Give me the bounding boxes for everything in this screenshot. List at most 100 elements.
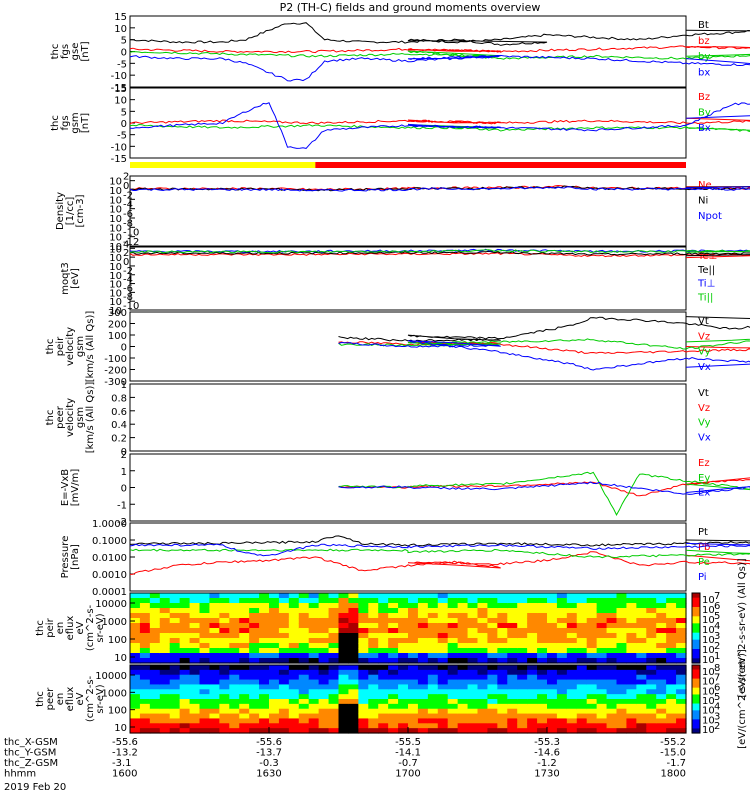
spectrogram-cell — [477, 638, 489, 644]
spectrogram-cell — [219, 623, 230, 629]
spectrogram-cell — [556, 643, 568, 649]
spectrogram-cell — [636, 718, 647, 724]
spectrogram-cell — [189, 665, 201, 671]
spectrogram-cell — [566, 703, 578, 710]
spectrogram-cell — [189, 713, 201, 720]
spectrogram-cell — [139, 648, 151, 654]
y-axis-label-line: thc — [50, 44, 61, 60]
y-tick-label: -2 — [117, 517, 127, 528]
spectrogram-cell — [219, 728, 230, 734]
spectrogram-cell — [576, 699, 588, 705]
spectrogram-cell — [576, 689, 588, 695]
spectrogram-cell — [338, 623, 350, 629]
y-tick-label: 1000 — [102, 617, 127, 628]
ephem-row-label: hhmm — [4, 769, 36, 780]
spectrogram-cell — [130, 598, 141, 604]
spectrogram-cell — [328, 665, 340, 671]
spectrogram-cell — [477, 684, 489, 690]
spectrogram-cell — [636, 689, 647, 695]
spectrogram-cell — [179, 608, 191, 614]
spectrogram-cell — [527, 658, 538, 664]
spectrogram-cell — [408, 665, 419, 671]
spectrogram-cell — [328, 674, 340, 681]
spectrogram-cell — [656, 699, 667, 705]
spectrogram-cell — [427, 728, 439, 734]
spectrogram-cell — [507, 669, 518, 676]
spectrogram-cell — [209, 679, 220, 686]
spectrogram-cell — [229, 689, 240, 695]
spectrogram-cell — [229, 618, 240, 624]
colorbar-tick-label: 10 — [702, 706, 715, 717]
spectrogram-cell — [547, 653, 558, 659]
spectrogram-cell — [159, 658, 171, 664]
spectrogram-cell — [269, 608, 280, 614]
spectrogram-cell — [586, 728, 598, 734]
spectrogram-cell — [209, 638, 220, 644]
spectrogram-cell — [139, 603, 151, 609]
spectrogram-cell — [527, 638, 538, 644]
spectrogram-cell — [467, 708, 479, 715]
colorbar-cell — [692, 616, 700, 620]
spectrogram-cell — [348, 703, 359, 710]
colorbar-cell — [692, 676, 700, 680]
spectrogram-cell — [358, 593, 369, 599]
colorbar-tick-exponent: 4 — [714, 621, 720, 632]
spectrogram-cell — [219, 674, 230, 681]
spectrogram-cell — [507, 658, 518, 664]
spectrogram-cell — [169, 679, 181, 686]
spectrogram-cell — [408, 689, 419, 695]
spectrogram-cell — [398, 608, 409, 614]
spectrogram-cell — [338, 653, 350, 659]
spectrogram-cell — [537, 633, 548, 639]
spectrogram-cell — [427, 648, 439, 654]
spectrogram-cell — [269, 658, 280, 664]
spectrogram-cell — [278, 689, 290, 695]
spectrogram-cell — [308, 608, 320, 614]
spectrogram-cell — [358, 689, 369, 695]
colorbar-cell — [692, 660, 700, 664]
spectrogram-cell — [179, 653, 191, 659]
spectrogram-cell — [259, 728, 270, 734]
spectrogram-cell — [318, 708, 330, 715]
spectrogram-cell — [249, 674, 260, 681]
spectrogram-cell — [626, 674, 637, 681]
spectrogram-cell — [288, 728, 300, 734]
spectrogram-cell — [676, 694, 687, 700]
spectrogram-cell — [368, 665, 379, 671]
spectrogram-cell — [626, 679, 637, 686]
spectrogram-cell — [566, 699, 578, 705]
spectrogram-cell — [388, 674, 399, 681]
spectrogram-cell — [497, 593, 508, 599]
spectrogram-cell — [298, 593, 310, 599]
spectrogram-cell — [348, 694, 359, 700]
spectrogram-cell — [338, 708, 350, 715]
spectrogram-cell — [586, 674, 598, 681]
spectrogram-cell — [586, 608, 598, 614]
colorbar-cell — [692, 658, 700, 662]
spectrogram-cell — [378, 674, 389, 681]
spectrogram-cell — [358, 694, 369, 700]
spectrogram-cell — [398, 665, 409, 671]
spectrogram-cell — [646, 684, 657, 690]
mode-bar-segment — [130, 162, 316, 168]
colorbar-tick-label: 10 — [702, 725, 715, 736]
spectrogram-cell — [358, 684, 369, 690]
y-axis-label: thcpeirvelocitygsm[km/s (All Qs)] — [45, 311, 96, 383]
spectrogram-cell — [646, 713, 657, 720]
spectrogram-cell — [447, 603, 459, 609]
spectrogram-cell — [378, 713, 389, 720]
y-axis-label: thcpeerenefluxeV(cm^2-s-sr-eV) — [35, 675, 106, 722]
spectrogram-cell — [229, 608, 240, 614]
spectrogram-cell — [169, 658, 181, 664]
spectrogram-cell — [636, 669, 647, 676]
spectrogram-cell — [269, 613, 280, 619]
y-tick-label: -1 — [117, 500, 127, 511]
spectrogram-cell — [576, 613, 588, 619]
spectrogram-cell — [556, 638, 568, 644]
spectrogram-cell — [656, 648, 667, 654]
colorbar-cell — [692, 671, 700, 675]
spectrogram-cell — [328, 633, 340, 639]
spectrogram-cell — [368, 623, 379, 629]
spectrogram-cell — [318, 703, 330, 710]
